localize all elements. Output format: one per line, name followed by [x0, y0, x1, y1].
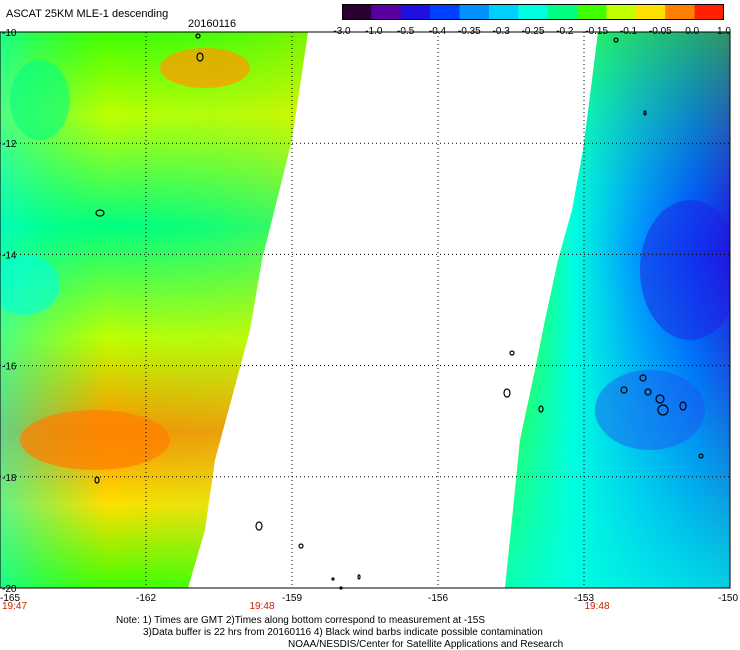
- island-outline: [698, 453, 704, 459]
- colorbar-label: 0.0: [685, 26, 700, 37]
- colorbar-label: -0.05: [648, 26, 672, 37]
- map-title: ASCAT 25KM MLE-1 descending: [6, 8, 169, 20]
- left-cyan-patch-2: [10, 60, 70, 140]
- right-blue-core-2: [595, 370, 705, 450]
- note-line-1: Note: 1) Times are GMT 2)Times along bot…: [116, 615, 486, 626]
- island-outline: [196, 52, 204, 62]
- island-outline: [679, 401, 687, 411]
- colorbar-swatch: [694, 4, 724, 20]
- colorbar-label: -1.0: [365, 26, 383, 37]
- time-labels: 19:47 19:48 19:48: [2, 601, 610, 612]
- island-outline: [255, 521, 263, 531]
- island-outline: [94, 476, 100, 484]
- colorbar-swatch: [518, 4, 549, 20]
- colorbar-label: -0.4: [428, 26, 447, 37]
- time-label: 19:48: [249, 601, 274, 612]
- latitude-label: -18: [2, 473, 17, 484]
- note-line-2: 3)Data buffer is 22 hrs from 20160116 4)…: [143, 627, 543, 638]
- colorbar-swatch: [665, 4, 696, 20]
- data-swaths: [0, 32, 730, 588]
- colorbar-swatch: [430, 4, 461, 20]
- colorbar-swatch: [606, 4, 637, 20]
- colorbar-label: -0.1: [619, 26, 638, 37]
- colorbar-swatch: [577, 4, 607, 20]
- note-line-3: NOAA/NESDIS/Center for Satellite Applica…: [288, 639, 564, 650]
- colorbar-swatch: [547, 4, 578, 20]
- latitude-label: -12: [2, 139, 17, 150]
- colorbar-label: -3.0: [333, 26, 351, 37]
- island-outline: [644, 388, 652, 396]
- colorbar-labels: -3.0 -1.0 -0.5 -0.4 -0.35 -0.3 -0.25 -0.2 -0.15-…: [330, 26, 740, 40]
- colorbar-label: 1.0: [717, 26, 731, 37]
- latitude-labels: -10 -12 -14 -16 -18 -20: [2, 28, 17, 595]
- longitude-label: -159: [282, 593, 302, 604]
- island-outline: [357, 574, 361, 580]
- island-outlines: [94, 33, 704, 590]
- longitude-label: -165: [0, 593, 20, 604]
- colorbar: [342, 4, 724, 20]
- colorbar-label: -0.2: [556, 26, 574, 37]
- longitude-labels: -165 -162 -159 -156 -153 -150: [0, 593, 738, 604]
- longitude-label: -162: [136, 593, 156, 604]
- colorbar-frame: [342, 4, 724, 20]
- colorbar-swatch: [635, 4, 666, 20]
- colorbar-label: -0.35: [457, 26, 481, 37]
- map-date: 20160116: [188, 18, 237, 30]
- left-orange-blob-mid: [20, 410, 170, 470]
- left-cyan-patch: [0, 255, 60, 315]
- island-outline: [538, 405, 544, 413]
- colorbar-swatch: [342, 4, 372, 20]
- colorbar-label: -0.5: [397, 26, 415, 37]
- island-outline: [655, 394, 665, 404]
- colorbar-swatch: [488, 4, 519, 20]
- colorbar-swatch: [371, 4, 402, 20]
- left-orange-blob-top: [160, 48, 250, 88]
- latitude-label: -14: [2, 250, 17, 261]
- grid-lines: [0, 32, 730, 588]
- island-outline: [643, 110, 647, 116]
- island-outline: [298, 543, 304, 549]
- colorbar-label: -0.25: [521, 26, 545, 37]
- right-swath-shade: [505, 32, 730, 588]
- island-outline: [657, 404, 669, 416]
- longitude-label: -156: [428, 593, 448, 604]
- island-outline: [339, 586, 343, 590]
- colorbar-swatch: [459, 4, 490, 20]
- latitude-label: -10: [2, 28, 17, 39]
- time-label: 19:47: [2, 601, 27, 612]
- colorbar-label: -0.15: [585, 26, 609, 37]
- island-outline: [95, 209, 105, 217]
- latitude-label: -16: [2, 362, 17, 373]
- right-blue-core: [640, 200, 730, 340]
- island-outline: [331, 577, 335, 581]
- island-outline: [503, 388, 511, 398]
- island-outline: [620, 386, 628, 394]
- latitude-label: -20: [2, 584, 17, 595]
- colorbar-swatch: [400, 4, 431, 20]
- longitude-label: -153: [574, 593, 594, 604]
- time-label: 19:48: [584, 601, 609, 612]
- longitude-label: -150: [718, 593, 738, 604]
- island-outline: [613, 37, 619, 43]
- island-outline: [195, 33, 201, 39]
- island-outline: [509, 350, 515, 356]
- colorbar-label: -0.3: [492, 26, 510, 37]
- island-outline: [639, 374, 647, 382]
- plot-frame: [0, 31, 731, 589]
